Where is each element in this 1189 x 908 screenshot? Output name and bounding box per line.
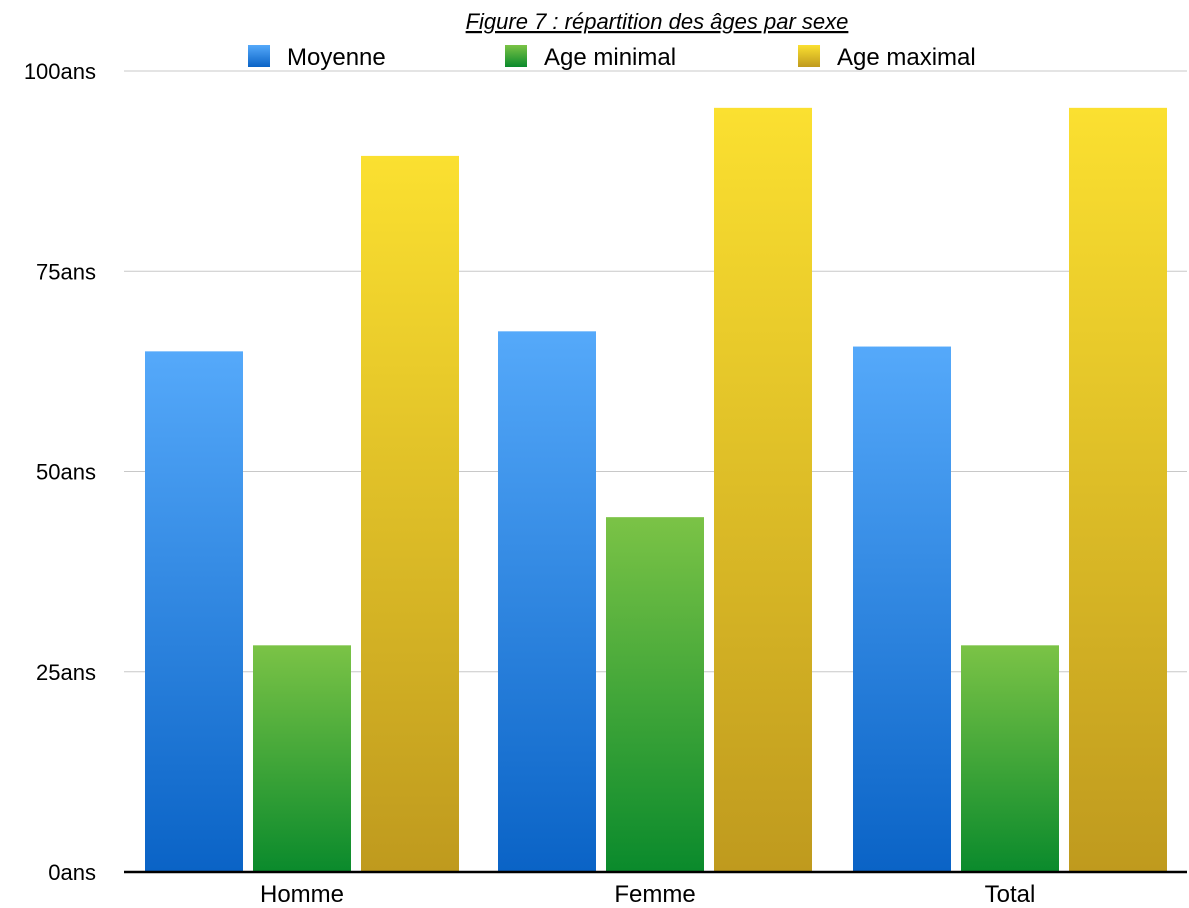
x-category-label: Homme (260, 881, 344, 908)
x-axis-category-labels: Homme Femme Total (260, 881, 1035, 908)
legend-swatch-moyenne (248, 45, 270, 67)
bar-homme-age-maximal (361, 155, 459, 872)
bar-homme-age-minimal (253, 645, 351, 872)
bar-femme-moyenne (498, 331, 596, 872)
bar-homme-moyenne (145, 351, 243, 873)
bar-femme-age-maximal (714, 107, 812, 872)
bars (145, 107, 1167, 873)
chart-title: Figure 7 : répartition des âges par sexe (466, 9, 849, 34)
bar-total-age-maximal (1069, 107, 1167, 872)
legend-swatch-age-maximal (798, 45, 820, 67)
y-tick-label: 25ans (36, 660, 96, 685)
bar-femme-age-minimal (606, 517, 704, 872)
legend-swatch-age-minimal (505, 45, 527, 67)
y-tick-label: 50ans (36, 460, 96, 485)
legend-item-moyenne: Moyenne (248, 44, 386, 71)
bar-total-age-minimal (961, 645, 1059, 872)
legend-item-age-minimal: Age minimal (505, 44, 676, 71)
x-category-label: Femme (614, 881, 695, 908)
bar-total-moyenne (853, 346, 951, 872)
legend-item-age-maximal: Age maximal (798, 44, 976, 71)
legend-label-age-minimal: Age minimal (544, 44, 676, 71)
y-tick-label: 0ans (48, 860, 96, 885)
legend-label-age-maximal: Age maximal (837, 44, 976, 71)
legend: Moyenne Age minimal Age maximal (248, 44, 976, 71)
y-tick-label: 75ans (36, 259, 96, 284)
y-tick-label: 100ans (24, 59, 96, 84)
y-axis-tick-labels: 0ans 25ans 50ans 75ans 100ans (24, 59, 96, 885)
x-category-label: Total (985, 881, 1036, 908)
legend-label-moyenne: Moyenne (287, 44, 386, 71)
